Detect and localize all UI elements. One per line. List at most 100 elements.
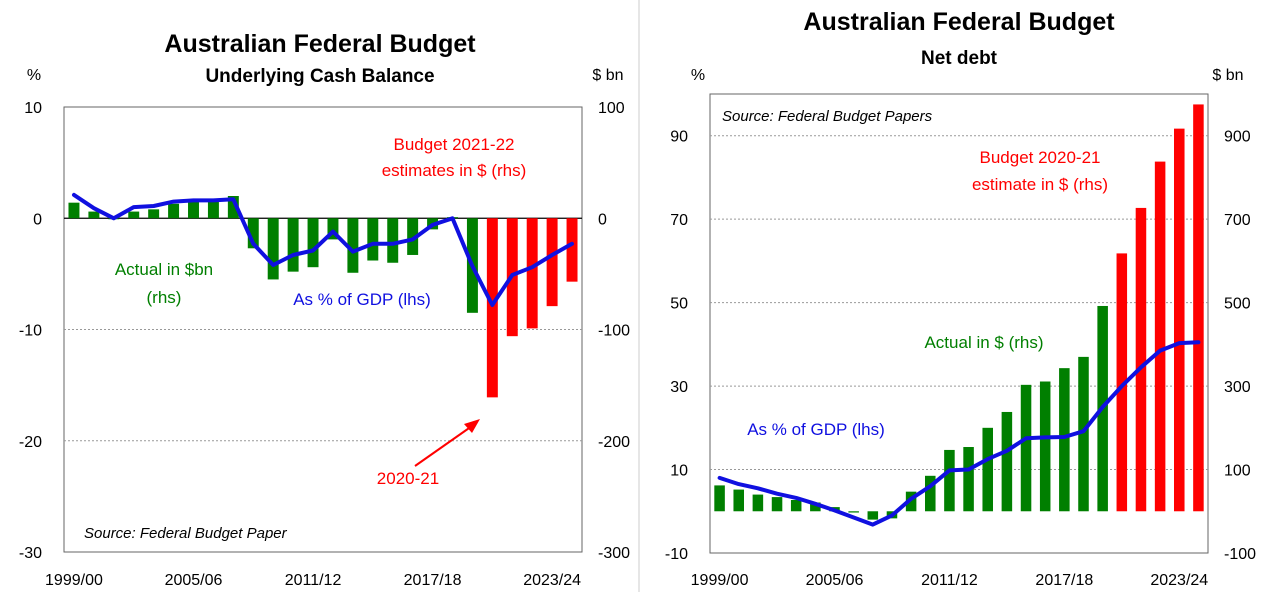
annotation-pct-gdp-label: As % of GDP (lhs) [747, 420, 885, 439]
chart-panel-net-debt: Australian Federal Budget Net debt 90 70 5… [640, 0, 1278, 592]
x-tick-label: 2005/06 [165, 572, 223, 589]
bar [1001, 411, 1013, 512]
bar [247, 218, 259, 249]
annotation-2020-21-label: 2020-21 [377, 469, 439, 488]
x-tick-label: 1999/00 [691, 572, 749, 589]
bar [546, 218, 558, 307]
y-tick-label-lhs: 90 [670, 129, 688, 146]
y-tick-label-rhs: 0 [598, 211, 607, 228]
y-tick-label-rhs: -300 [598, 545, 630, 562]
bar [752, 494, 764, 512]
y-axis-unit-rhs: $ bn [592, 67, 623, 84]
y-tick-label-lhs: 30 [670, 379, 688, 396]
bar [982, 427, 993, 512]
y-tick-label-lhs: 10 [670, 463, 688, 480]
y-tick-label-rhs: -100 [1224, 546, 1256, 563]
bar [347, 218, 359, 273]
bar [714, 485, 725, 512]
chart-source-note: Source: Federal Budget Papers [722, 108, 933, 125]
x-tick-label: 2011/12 [285, 572, 342, 589]
chart-title: Australian Federal Budget [803, 8, 1115, 36]
x-tick-label: 2005/06 [806, 572, 864, 589]
annotation-arrow-shaft [414, 425, 473, 467]
panel-divider [638, 0, 640, 592]
chart-source-note: Source: Federal Budget Paper [84, 525, 288, 542]
chart-subtitle: Underlying Cash Balance [205, 66, 435, 87]
plot-area [709, 93, 1209, 554]
bar [1154, 161, 1166, 512]
x-tick-label: 2023/24 [1150, 572, 1208, 589]
annotation-budget-label: estimate in $ (rhs) [972, 175, 1108, 194]
y-tick-label-rhs: -200 [598, 434, 630, 451]
bar [287, 218, 299, 272]
bar [367, 218, 379, 261]
bar [1039, 381, 1051, 512]
y-tick-label-rhs: 100 [598, 100, 625, 117]
annotation-actual-label: Actual in $bn [115, 260, 213, 279]
annotation-budget-label: Budget 2020-21 [980, 148, 1101, 167]
annotation-budget-label: estimates in $ (rhs) [382, 161, 527, 180]
bar [227, 196, 239, 219]
x-tick-label: 2023/24 [523, 572, 581, 589]
bar [327, 218, 339, 240]
y-axis-unit-lhs: % [27, 67, 41, 84]
y-tick-label-lhs: -20 [19, 434, 42, 451]
y-axis-unit-rhs: $ bn [1212, 67, 1243, 84]
bar [128, 211, 140, 219]
annotation-actual-label: (rhs) [147, 288, 182, 307]
bar [188, 200, 199, 219]
bar [1078, 356, 1089, 512]
y-tick-label-rhs: 700 [1224, 212, 1251, 229]
bar [925, 475, 936, 512]
y-tick-label-rhs: -100 [598, 323, 630, 340]
y-tick-label-lhs: 0 [33, 211, 42, 228]
bar [1020, 384, 1032, 512]
bar [1174, 128, 1185, 512]
bar [526, 218, 538, 329]
bar [1059, 368, 1070, 512]
chart-panel-underlying-cash-balance: Australian Federal Budget Underlying Cas… [19, 30, 630, 589]
bar [307, 218, 319, 268]
series-line-pct-gdp [72, 192, 574, 307]
x-tick-label: 1999/00 [45, 572, 103, 589]
annotation-budget-label: Budget 2021-22 [394, 135, 515, 154]
y-tick-label-rhs: 100 [1224, 463, 1251, 480]
bar [771, 497, 783, 512]
bar [944, 449, 955, 512]
bar [790, 500, 802, 512]
y-tick-label-lhs: 70 [670, 212, 688, 229]
y-tick-label-lhs: -10 [19, 323, 42, 340]
y-tick-label-rhs: 300 [1224, 379, 1251, 396]
bar [207, 200, 219, 219]
bar [963, 447, 974, 512]
y-tick-label-lhs: -10 [665, 546, 688, 563]
bar [810, 502, 821, 512]
bar [148, 209, 160, 219]
y-axis-unit-lhs: % [691, 67, 705, 84]
bar [88, 211, 100, 219]
y-tick-label-lhs: 50 [670, 296, 688, 313]
annotation-arrow-head [464, 419, 480, 433]
bar [267, 218, 279, 280]
x-tick-label: 2017/18 [404, 572, 462, 589]
bar [387, 218, 399, 263]
bar [68, 202, 80, 219]
series-line-pct-gdp [717, 340, 1201, 527]
y-tick-label-rhs: 900 [1224, 129, 1251, 146]
chart-net-debt: 90 70 50 30 10 -10 900 700 500 300 100 -100% $ bn 199… [665, 67, 1256, 589]
bar [1135, 207, 1147, 512]
chart-subtitle: Net debt [921, 48, 997, 69]
annotation-pct-gdp-label: As % of GDP (lhs) [293, 290, 431, 309]
bar [168, 203, 180, 219]
bar [867, 511, 879, 520]
chart-title: Australian Federal Budget [164, 30, 476, 58]
bar [1116, 253, 1128, 512]
x-tick-label: 2011/12 [921, 572, 978, 589]
bar [733, 489, 744, 512]
y-tick-label-lhs: -30 [19, 545, 42, 562]
x-tick-label: 2017/18 [1035, 572, 1093, 589]
bar [1193, 104, 1204, 512]
bar [848, 511, 859, 513]
bar [566, 218, 578, 282]
